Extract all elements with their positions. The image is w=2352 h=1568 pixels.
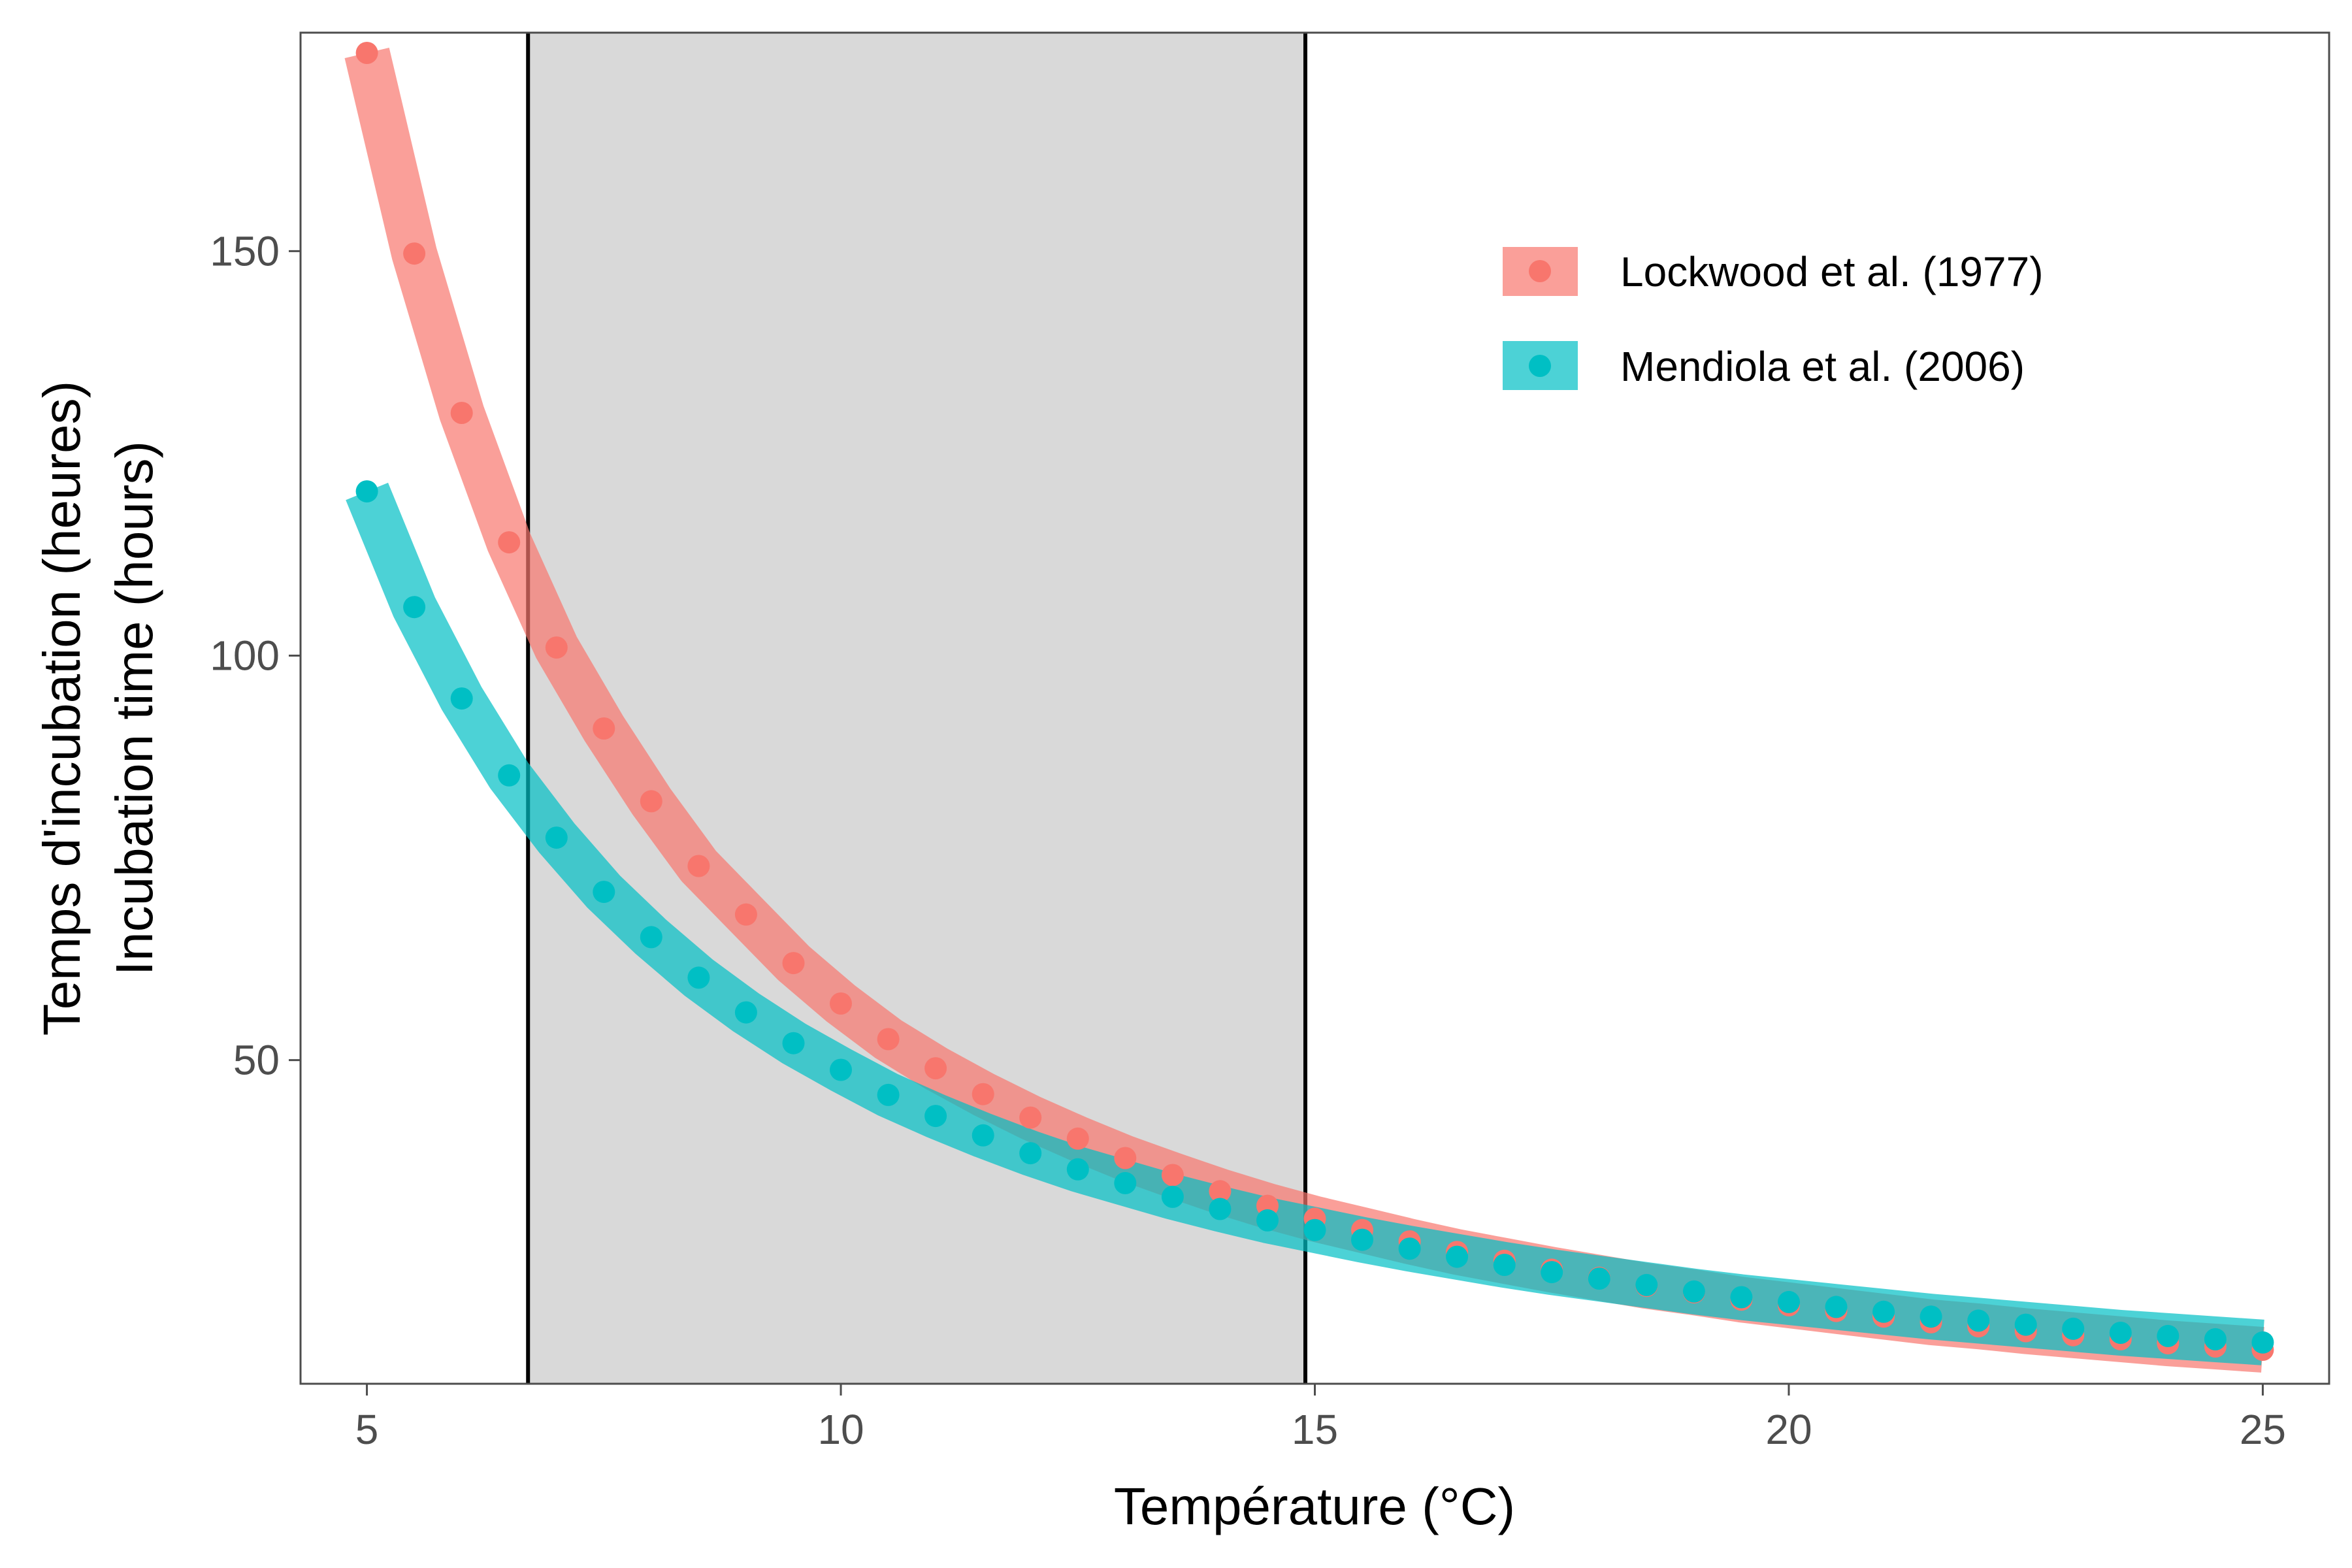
data-point-series-0	[687, 855, 710, 877]
x-tick-label: 20	[1765, 1406, 1812, 1453]
data-point-series-1	[1682, 1280, 1705, 1303]
data-point-series-1	[1303, 1218, 1326, 1241]
x-tick-label: 15	[1292, 1406, 1338, 1453]
data-point-series-0	[1019, 1106, 1042, 1129]
y-tick-label: 150	[210, 227, 280, 274]
data-point-series-1	[972, 1124, 994, 1147]
data-point-series-1	[1778, 1290, 1800, 1313]
y-axis-title-line-1: Temps d'incubation (heures)	[33, 381, 91, 1036]
data-point-series-1	[1919, 1305, 1942, 1328]
data-point-series-1	[1256, 1209, 1279, 1232]
data-point-series-1	[2109, 1322, 2132, 1344]
data-point-series-1	[2204, 1328, 2227, 1350]
data-point-series-1	[1398, 1237, 1421, 1260]
data-point-series-0	[1209, 1180, 1232, 1203]
data-point-series-1	[1541, 1261, 1563, 1284]
data-point-series-1	[403, 596, 426, 619]
data-point-series-1	[734, 1001, 757, 1024]
y-tick-label: 50	[233, 1037, 280, 1084]
data-point-series-0	[640, 790, 662, 813]
data-point-series-1	[545, 826, 568, 849]
data-point-series-0	[1161, 1164, 1184, 1186]
data-point-series-0	[593, 717, 615, 740]
data-point-series-0	[1066, 1127, 1089, 1150]
data-point-series-1	[877, 1083, 900, 1106]
data-point-series-1	[1446, 1245, 1469, 1268]
legend: Lockwood et al. (1977) Mendiola et al. (…	[1503, 247, 2044, 390]
data-point-series-1	[2251, 1331, 2274, 1354]
data-point-series-1	[1019, 1142, 1042, 1165]
data-point-series-1	[1825, 1296, 1848, 1318]
data-point-series-1	[2157, 1324, 2180, 1347]
data-point-series-1	[687, 966, 710, 989]
legend-dot-mendiola	[1529, 355, 1551, 377]
data-point-series-1	[1351, 1228, 1373, 1251]
data-point-series-1	[1730, 1286, 1753, 1309]
data-point-series-0	[1114, 1147, 1137, 1169]
data-point-series-1	[1066, 1158, 1089, 1181]
data-point-series-1	[355, 480, 378, 503]
x-tick-label: 25	[2240, 1406, 2286, 1453]
data-point-series-1	[593, 881, 615, 904]
data-point-series-1	[1967, 1309, 1990, 1332]
data-point-series-0	[355, 42, 378, 64]
data-point-series-1	[782, 1032, 805, 1054]
data-point-series-1	[498, 764, 521, 787]
legend-label-mendiola: Mendiola et al. (2006)	[1620, 343, 2025, 390]
x-tick-label: 10	[817, 1406, 864, 1453]
data-point-series-1	[450, 687, 473, 710]
legend-label-lockwood: Lockwood et al. (1977)	[1620, 248, 2044, 295]
data-point-series-1	[1209, 1198, 1232, 1220]
data-point-series-1	[1635, 1273, 1658, 1296]
data-point-series-0	[782, 952, 805, 975]
data-point-series-0	[972, 1083, 994, 1105]
data-point-series-1	[2014, 1313, 2037, 1336]
data-point-series-1	[2062, 1317, 2085, 1340]
data-point-series-1	[924, 1105, 947, 1128]
data-point-series-1	[1161, 1185, 1184, 1208]
data-point-series-1	[1114, 1171, 1137, 1194]
data-point-series-0	[450, 402, 473, 424]
data-point-series-0	[498, 531, 521, 554]
x-axis-title: Température (°C)	[1114, 1477, 1515, 1535]
data-point-series-0	[924, 1057, 947, 1080]
y-axis-title-line-2: Incubation time (hours)	[105, 441, 163, 975]
data-point-series-1	[1872, 1300, 1895, 1323]
legend-dot-lockwood	[1529, 260, 1551, 282]
data-point-series-1	[830, 1058, 852, 1081]
data-point-series-1	[1588, 1267, 1610, 1290]
data-point-series-1	[1493, 1254, 1516, 1276]
x-tick-label: 5	[355, 1406, 379, 1453]
data-point-series-0	[877, 1028, 900, 1051]
data-point-series-0	[830, 992, 852, 1015]
data-point-series-0	[403, 242, 426, 265]
y-tick-label: 100	[210, 632, 280, 679]
data-point-series-0	[734, 903, 757, 926]
data-point-series-1	[640, 926, 662, 949]
data-point-series-0	[545, 636, 568, 659]
